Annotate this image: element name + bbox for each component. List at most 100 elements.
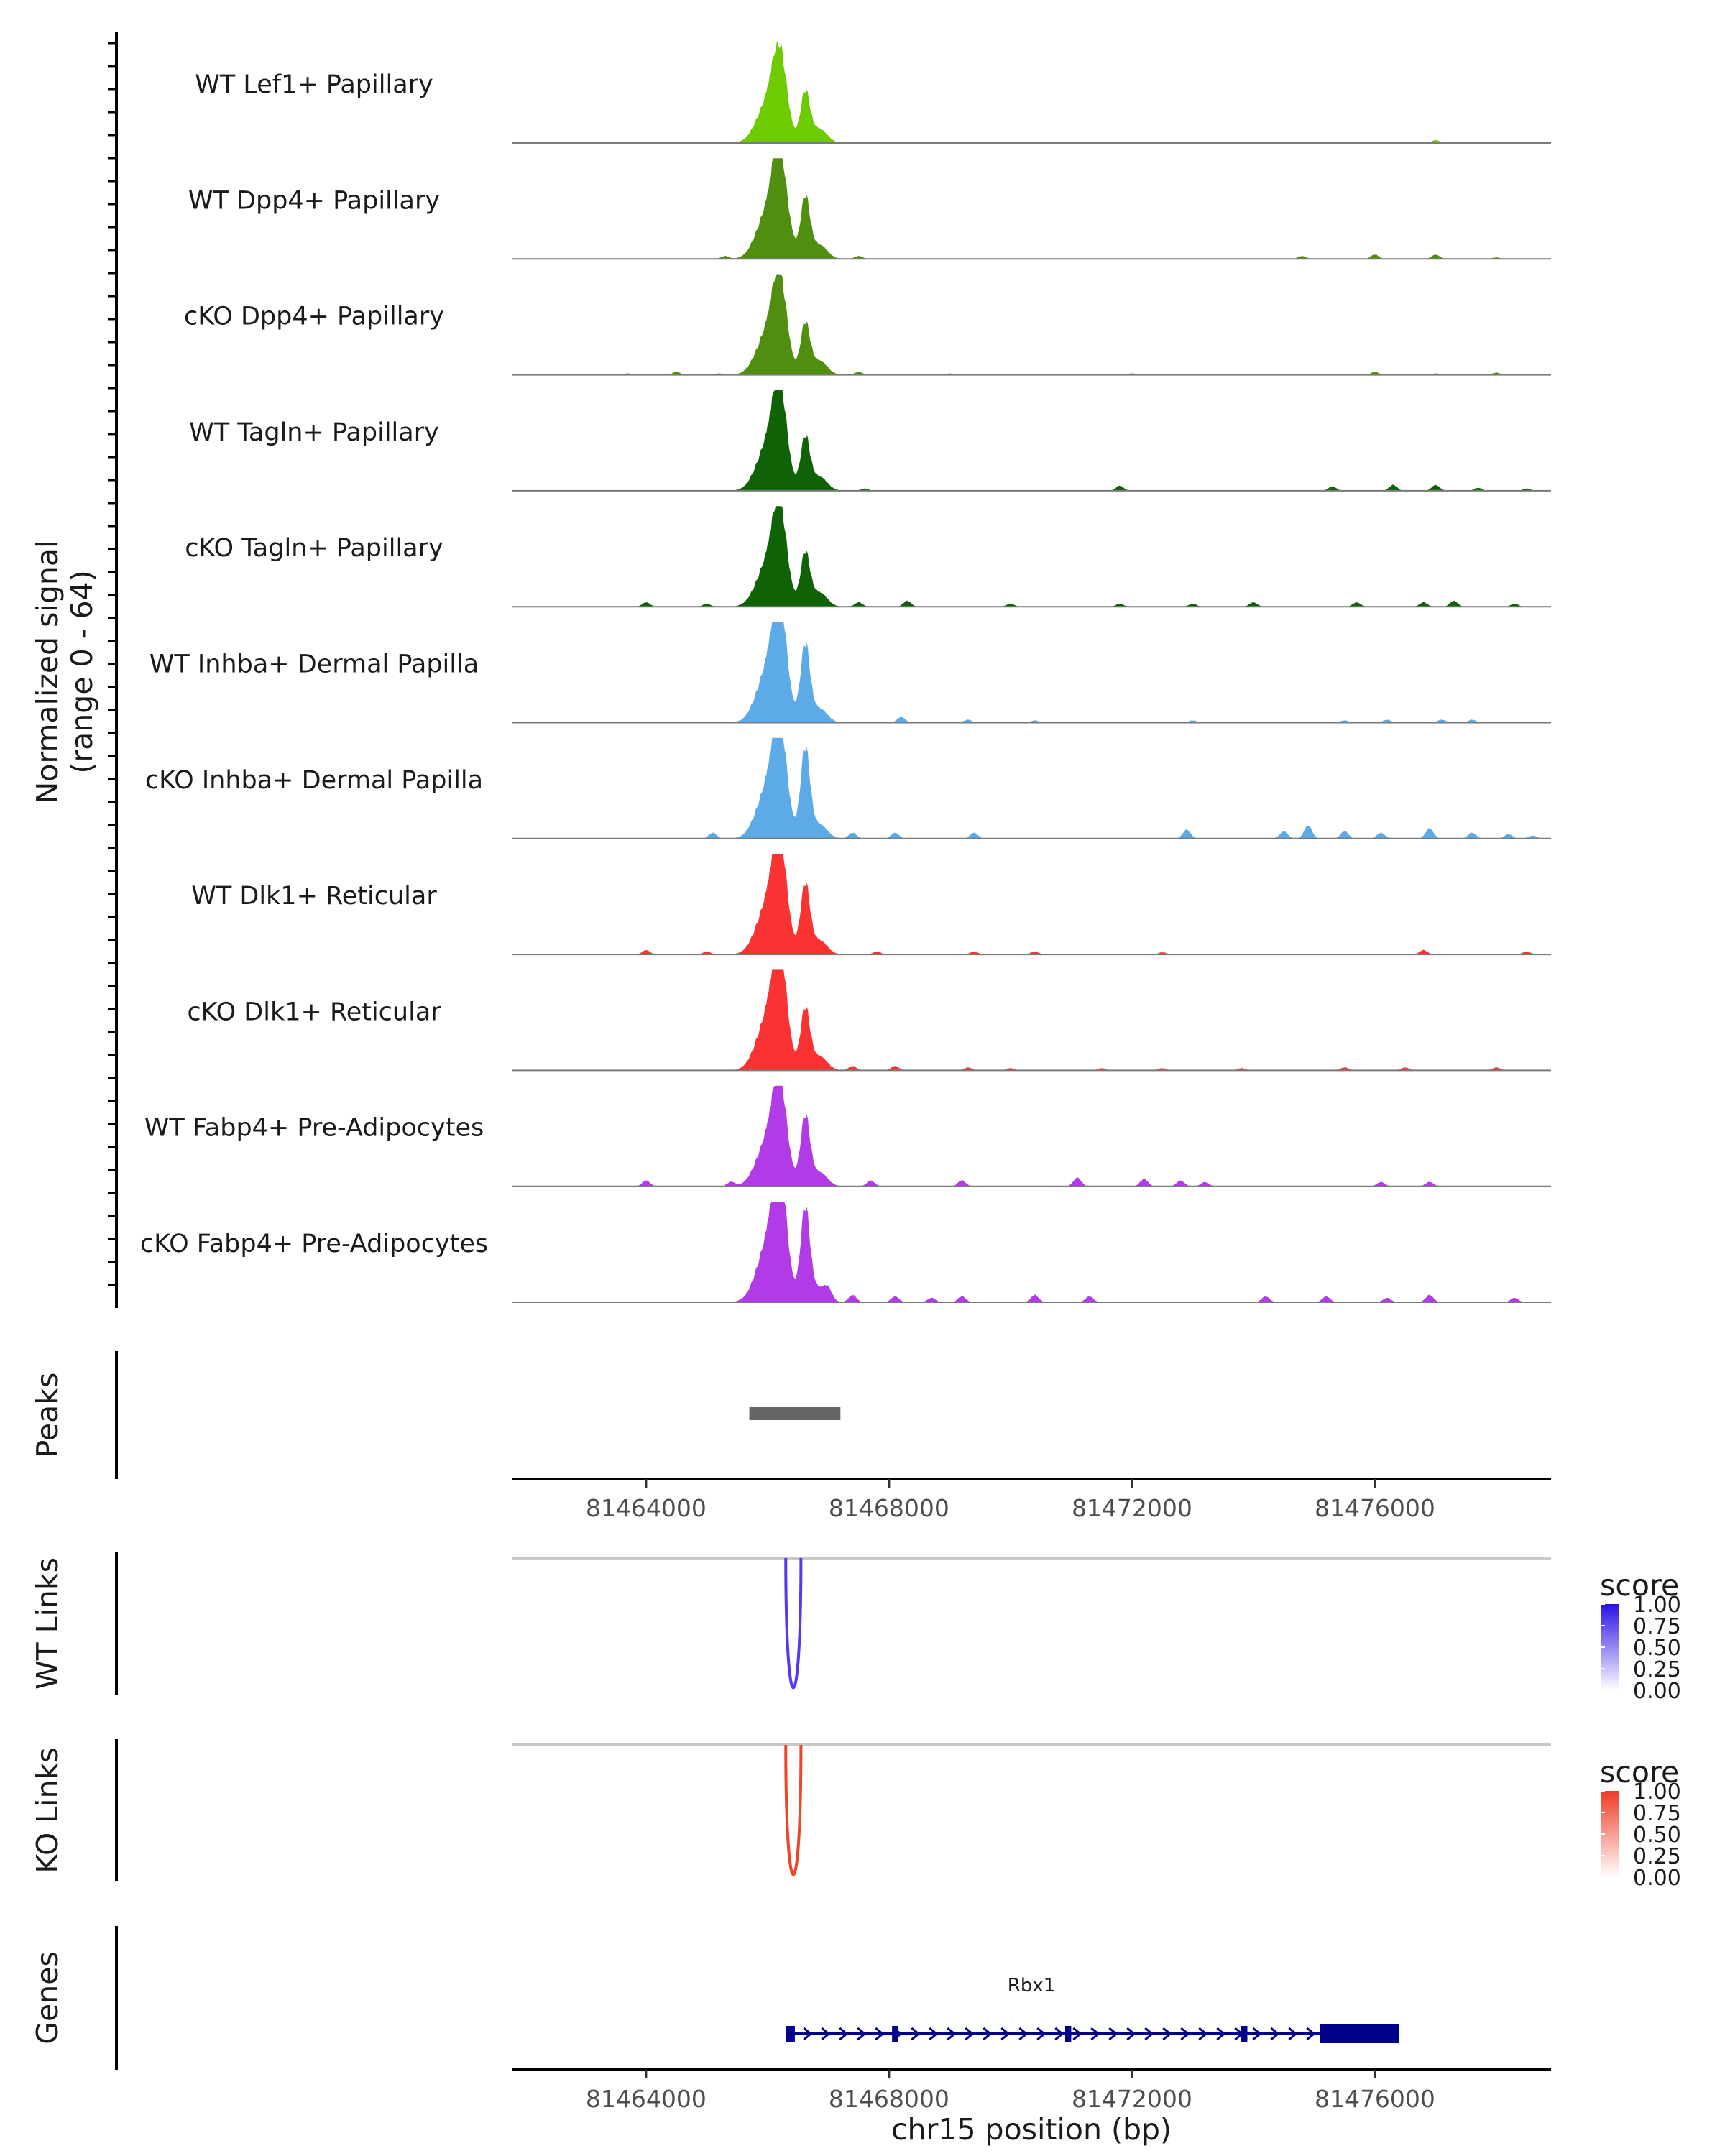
x-tick-label: 81476000 [1315, 2085, 1435, 2113]
strand-arrow [1306, 2027, 1316, 2041]
coverage-track: WT Lef1+ Papillary [195, 42, 1551, 144]
strand-arrow [1108, 2027, 1118, 2041]
strand-arrow [1252, 2027, 1262, 2041]
gene-exon [786, 2026, 795, 2042]
strand-arrow [1180, 2027, 1190, 2041]
track-label: cKO Tagln+ Papillary [185, 534, 443, 563]
x-axis-title: chr15 position (bp) [891, 2112, 1172, 2147]
coverage-signal [512, 274, 1551, 375]
legend-tick-label: 0.75 [1633, 1614, 1681, 1639]
legend-tick-label: 1.00 [1633, 1779, 1681, 1805]
coverage-signal [512, 854, 1551, 955]
legend-tick-label: 0.75 [1633, 1801, 1681, 1826]
strand-arrow [929, 2027, 939, 2041]
x-tick-label: 81472000 [1072, 2085, 1192, 2113]
coverage-track: cKO Inhba+ Dermal Papilla [145, 737, 1551, 839]
x-tick-label: 81472000 [1072, 1494, 1192, 1522]
coverage-panel: Normalized signal (range 0 - 64) WT Lef1… [30, 32, 1551, 1308]
link-arc [784, 1557, 803, 1690]
coverage-track: WT Fabp4+ Pre-Adipocytes [144, 1085, 1551, 1187]
x-tick-label: 81468000 [829, 1494, 949, 1522]
track-label: WT Lef1+ Papillary [195, 70, 433, 99]
x-tick-label: 81468000 [829, 2085, 949, 2113]
legend-tick-label: 1.00 [1633, 1593, 1681, 1618]
coverage-signal [512, 1202, 1551, 1302]
link-arc [784, 1744, 803, 1876]
x-tick-label: 81476000 [1315, 1494, 1435, 1522]
strand-arrow [821, 2027, 831, 2041]
strand-arrow [803, 2027, 813, 2041]
strand-arrow [1270, 2027, 1280, 2041]
coverage-track: WT Inhba+ Dermal Papilla [150, 622, 1551, 724]
strand-arrow [1018, 2027, 1029, 2041]
track-label: cKO Inhba+ Dermal Papilla [145, 766, 483, 795]
genes-label: Genes [30, 1951, 65, 2045]
coverage-track: WT Tagln+ Papillary [189, 390, 1551, 492]
strand-arrow [1288, 2027, 1298, 2041]
coverage-track: cKO Tagln+ Papillary [185, 506, 1551, 608]
coverage-signal [512, 158, 1551, 259]
peaks-panel: Peaks 81464000 81468000 81472000 81476000 [30, 1351, 1551, 1522]
track-label: cKO Fabp4+ Pre-Adipocytes [140, 1230, 488, 1258]
legend-tick-label: 0.50 [1633, 1823, 1681, 1848]
gene-exon [1064, 2026, 1072, 2042]
gene-exon [892, 2026, 898, 2042]
coverage-track: cKO Dpp4+ Papillary [184, 274, 1551, 376]
genes-panel: Genes Rbx1 81464000 81468000 81472000 81476… [30, 1926, 1551, 2147]
links-label: WT Links [30, 1557, 65, 1690]
legend-title: score [1600, 1755, 1679, 1789]
strand-arrow [1216, 2027, 1226, 2041]
strand-arrow [1162, 2027, 1172, 2041]
strand-arrow [965, 2027, 975, 2041]
gene-model: Rbx1 [786, 1975, 1399, 2043]
coverage-tracks: WT Lef1+ Papillary WT Dpp4+ Papillary cKO … [140, 42, 1551, 1303]
coverage-y-ticks [108, 42, 116, 1286]
strand-arrow [911, 2027, 921, 2041]
coverage-signal [512, 506, 1551, 607]
gene-name: Rbx1 [1008, 1975, 1056, 1996]
y-axis-title-line-2: (range 0 - 64) [65, 570, 99, 773]
strand-arrow [1126, 2027, 1136, 2041]
track-label: cKO Dlk1+ Reticular [187, 998, 441, 1026]
gene-exon [1241, 2026, 1248, 2042]
coverage-signal [512, 622, 1551, 723]
y-axis-title-line-1: Normalized signal [30, 540, 65, 804]
peak-region [749, 1407, 841, 1420]
strand-arrow [1036, 2027, 1046, 2041]
track-label: WT Inhba+ Dermal Papilla [150, 650, 479, 679]
strand-arrow [1072, 2027, 1082, 2041]
coverage-track: WT Dpp4+ Papillary [188, 158, 1551, 260]
track-label: WT Tagln+ Papillary [189, 418, 439, 447]
gene-exon [1320, 2024, 1399, 2043]
x-tick-label: 81464000 [586, 2085, 707, 2113]
peaks-label: Peaks [30, 1373, 65, 1458]
peaks-regions [749, 1407, 841, 1420]
strand-arrow [947, 2027, 957, 2041]
x-axis-ticks-bottom: 81464000 81468000 81472000 81476000 [586, 2070, 1435, 2113]
strand-arrow [1144, 2027, 1154, 2041]
legend-tick-label: 0.00 [1633, 1679, 1681, 1704]
strand-arrow [1198, 2027, 1208, 2041]
track-label: WT Dlk1+ Reticular [191, 882, 437, 911]
strand-arrow [1054, 2027, 1064, 2041]
strand-arrow [1090, 2027, 1100, 2041]
coverage-track: cKO Dlk1+ Reticular [187, 969, 1551, 1072]
strand-arrow [839, 2027, 849, 2041]
legend-tick-label: 0.25 [1633, 1844, 1681, 1869]
legend-title: score [1600, 1568, 1679, 1603]
coverage-signal [512, 390, 1551, 491]
strand-arrow [983, 2027, 993, 2041]
coverage-track: cKO Fabp4+ Pre-Adipocytes [140, 1202, 1551, 1303]
legend-tick-label: 0.00 [1633, 1866, 1681, 1891]
legend-tick-label: 0.50 [1633, 1636, 1681, 1661]
track-label: cKO Dpp4+ Papillary [184, 303, 444, 331]
strand-arrow [1000, 2027, 1011, 2041]
links-label: KO Links [30, 1747, 65, 1873]
coverage-signal [512, 1085, 1551, 1187]
x-tick-label: 81464000 [586, 1494, 707, 1522]
strand-arrow [875, 2027, 885, 2041]
track-label: WT Fabp4+ Pre-Adipocytes [144, 1114, 484, 1143]
